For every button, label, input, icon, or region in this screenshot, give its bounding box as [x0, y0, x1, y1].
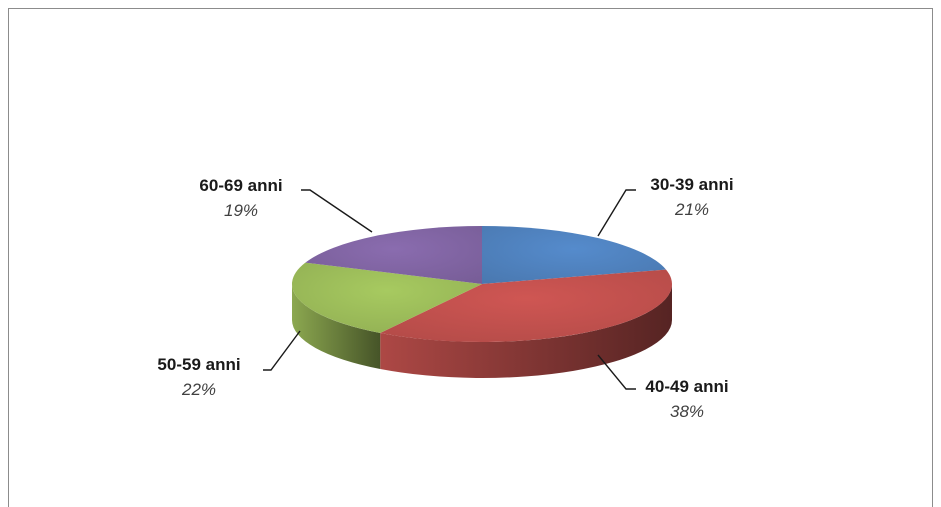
value-label: 38% [670, 402, 704, 421]
pie-side-2 [292, 284, 381, 369]
pie-slice-30-39-anni [482, 226, 667, 284]
category-label: 30-39 anni [650, 175, 733, 194]
pie-slice-50-59-anni [292, 262, 482, 333]
value-label: 21% [674, 200, 709, 219]
data-labels: 30-39 anni 21% 40-49 anni 38% 50-59 anni 22% 6… [157, 175, 733, 421]
leader-lines [263, 189, 636, 390]
leader-line-3 [301, 189, 373, 233]
pie-slice-60-69-anni [305, 226, 482, 284]
leader-line-0 [597, 189, 636, 237]
pie-slice-40-49-anni [380, 269, 672, 342]
pie-body [292, 226, 672, 378]
leader-line-1 [597, 354, 636, 390]
leader-line-2 [263, 330, 301, 371]
category-label: 40-49 anni [645, 377, 728, 396]
category-label: 50-59 anni [157, 355, 240, 374]
value-label: 19% [224, 201, 258, 220]
pie-side-1 [380, 284, 672, 378]
value-label: 22% [181, 380, 216, 399]
category-label: 60-69 anni [199, 176, 282, 195]
chart-frame [8, 8, 933, 507]
